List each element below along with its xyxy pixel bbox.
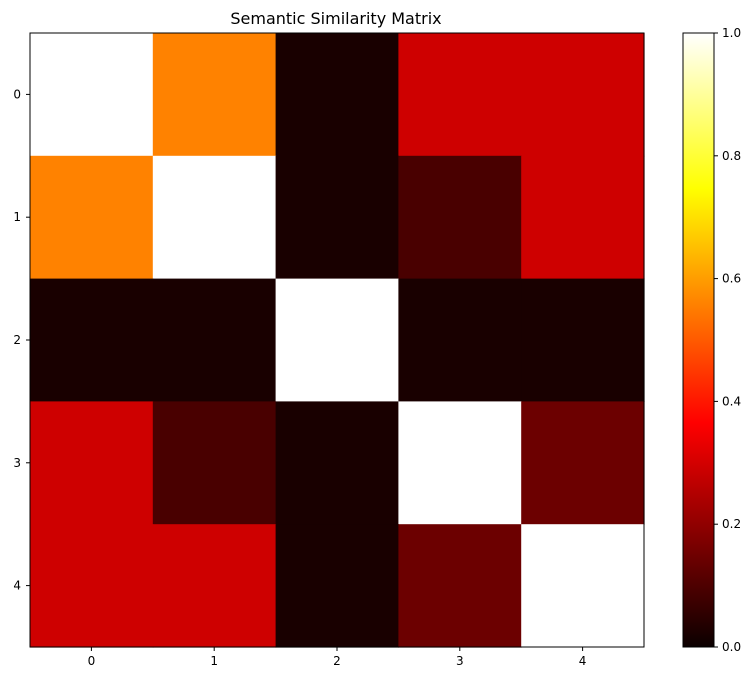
x-tick-label: 4 [579,654,587,668]
colorbar-tick-label: 0.2 [722,517,741,531]
heatmap-cell-3-4 [521,401,645,525]
heatmap-grid [30,33,645,648]
heatmap-cell-4-3 [398,524,522,648]
chart-title: Semantic Similarity Matrix [230,9,441,28]
colorbar-frame [682,32,715,648]
heatmap-cell-0-4 [521,33,645,157]
heatmap-cell-2-2 [275,278,399,402]
colorbar-gradient [683,33,714,647]
heatmap-cell-0-0 [30,33,154,157]
colorbar-tick-label: 1.0 [722,26,741,40]
heatmap-cell-4-4 [521,524,645,648]
y-tick-label: 3 [13,456,21,470]
x-tick-label: 0 [88,654,96,668]
heatmap-cell-0-2 [275,33,399,157]
heatmap-cell-2-4 [521,278,645,402]
heatmap-cell-2-3 [398,278,522,402]
heatmap-cell-0-1 [152,33,277,157]
heatmap-cell-4-0 [30,524,154,648]
heatmap-cell-2-0 [30,278,154,402]
heatmap-cell-3-1 [152,401,277,525]
x-axis: 0 1 2 3 4 [88,647,587,668]
heatmap-cell-2-1 [152,278,277,402]
y-tick-label: 0 [13,87,21,101]
colorbar-tick-label: 0.6 [722,272,741,286]
heatmap-cell-4-2 [275,524,399,648]
x-tick-label: 2 [333,654,341,668]
colorbar-tick-label: 0.8 [722,149,741,163]
heatmap-cell-0-3 [398,33,522,157]
colorbar-tick-label: 0.0 [722,640,741,654]
y-tick-label: 4 [13,579,21,593]
heatmap-cell-3-0 [30,401,154,525]
heatmap-cell-4-1 [152,524,277,648]
x-tick-label: 1 [210,654,218,668]
colorbar-tick-label: 0.4 [722,394,741,408]
heatmap-cell-1-0 [30,155,154,280]
y-tick-label: 2 [13,333,21,347]
heatmap-cell-1-4 [521,155,645,280]
heatmap-cell-1-3 [398,155,522,280]
y-axis: 0 1 2 3 4 [13,87,30,593]
heatmap-cell-1-2 [275,155,399,280]
heatmap-cell-3-2 [275,401,399,525]
heatmap-cell-3-3 [398,401,522,525]
colorbar-axis: 0.0 0.2 0.4 0.6 0.8 1.0 [714,26,741,654]
heatmap-cell-1-1 [152,155,277,280]
y-tick-label: 1 [13,210,21,224]
x-tick-label: 3 [456,654,464,668]
